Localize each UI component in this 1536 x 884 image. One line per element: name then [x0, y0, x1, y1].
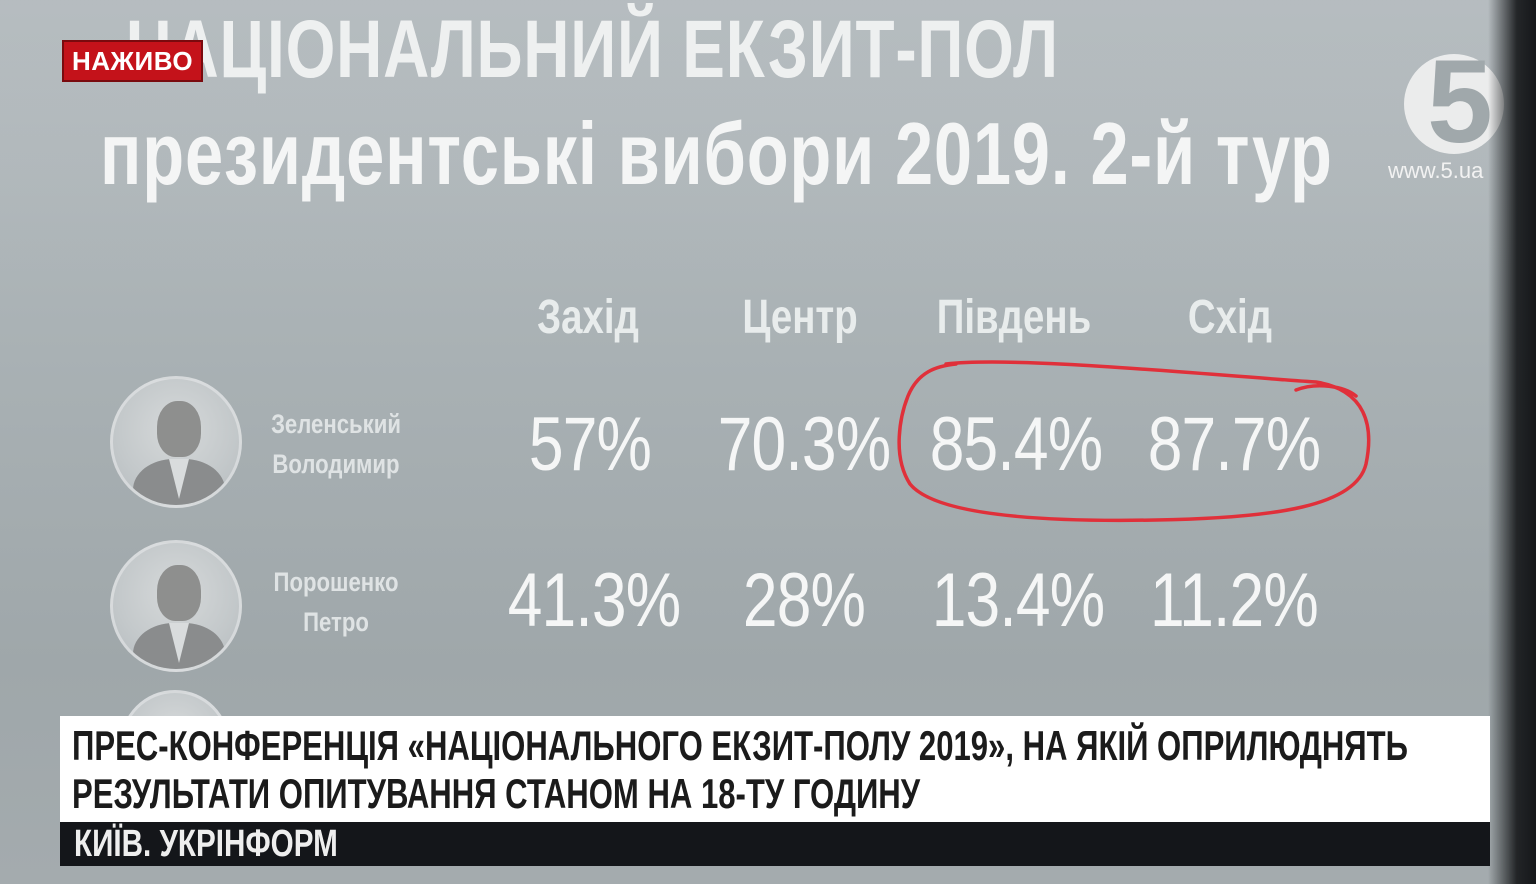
column-header-center: Центр: [742, 291, 858, 344]
poll-title-line1: НАЦІОНАЛЬНИЙ ЕКЗИТ-ПОЛ: [125, 4, 1059, 95]
column-header-west: Захід: [537, 291, 639, 344]
candidate-name-poroshenko: Порошенко Петро: [254, 562, 418, 642]
location-strip: [60, 822, 1490, 866]
value-poroshenko-center: 28%: [742, 558, 866, 643]
candidate-first-name: Петро: [303, 607, 369, 637]
channel-logo-circle: [1404, 54, 1504, 154]
news-ticker-panel: [60, 716, 1490, 822]
candidate-surname: Порошенко: [273, 567, 399, 597]
value-poroshenko-east: 11.2%: [1150, 558, 1319, 643]
poll-title-line2: президентські вибори 2019. 2-й тур: [100, 104, 1333, 203]
value-zelensky-west: 57%: [528, 402, 652, 487]
news-ticker-line1: ПРЕС-КОНФЕРЕНЦІЯ «НАЦІОНАЛЬНОГО ЕКЗИТ-ПО…: [72, 722, 1408, 769]
frame-edge-shadow: [1488, 0, 1536, 884]
live-badge: НАЖИВО: [62, 40, 204, 82]
value-poroshenko-west: 41.3%: [507, 558, 681, 643]
news-ticker-text: ПРЕС-КОНФЕРЕНЦІЯ «НАЦІОНАЛЬНОГО ЕКЗИТ-ПО…: [72, 722, 1408, 818]
location-label: КИЇВ. УКРІНФОРМ: [74, 823, 338, 865]
value-zelensky-south: 85.4%: [929, 402, 1103, 487]
poll-title: НАЦІОНАЛЬНИЙ ЕКЗИТ-ПОЛ президентські виб…: [100, 2, 1333, 206]
column-header-east: Схід: [1187, 291, 1273, 344]
candidate-name-zelensky: Зеленський Володимир: [254, 404, 418, 484]
candidate-photo-poroshenko: [110, 540, 242, 672]
news-ticker-line2: РЕЗУЛЬТАТИ ОПИТУВАННЯ СТАНОМ НА 18-ТУ ГО…: [72, 770, 921, 817]
value-zelensky-center: 70.3%: [717, 402, 891, 487]
column-header-south: Південь: [936, 291, 1092, 344]
channel-logo: 5: [1427, 36, 1493, 168]
candidate-first-name: Володимир: [272, 449, 400, 479]
value-poroshenko-south: 13.4%: [931, 558, 1105, 643]
value-zelensky-east: 87.7%: [1147, 402, 1321, 487]
candidate-surname: Зеленський: [271, 409, 401, 439]
candidate-photo-zelensky: [110, 376, 242, 508]
channel-url: www.5.ua: [1388, 158, 1484, 183]
